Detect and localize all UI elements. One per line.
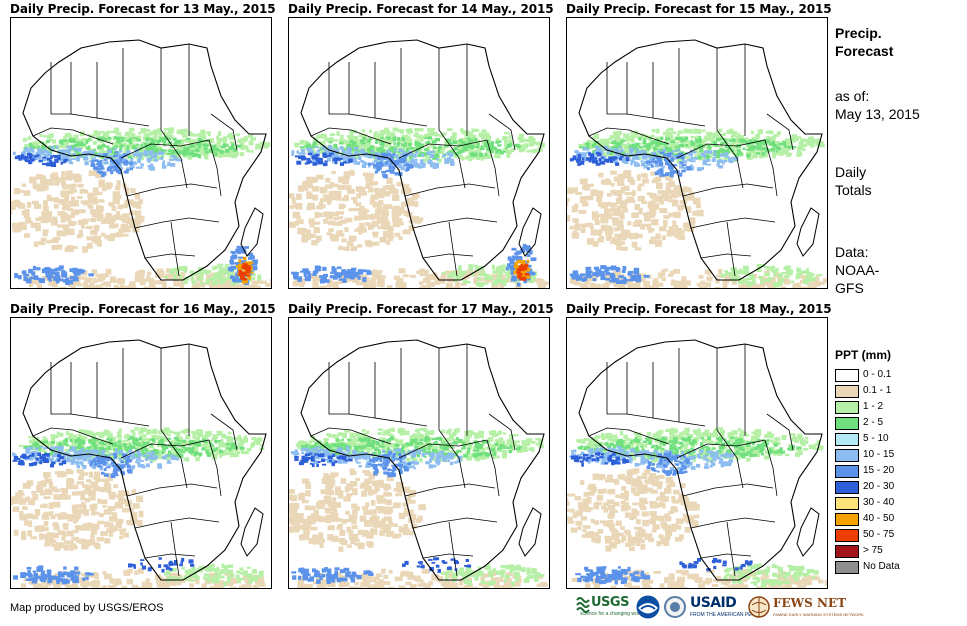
data-line3: GFS [835, 280, 864, 296]
precip-map [10, 17, 272, 289]
panel-title: Daily Precip. Forecast for 14 May., 2015 [288, 2, 554, 16]
precip-map [288, 317, 550, 589]
legend-label: 30 - 40 [863, 497, 895, 508]
sidebar-title: Precip. Forecast [835, 24, 893, 60]
legend-label: 15 - 20 [863, 465, 895, 476]
legend-label: 10 - 15 [863, 449, 895, 460]
precip-map [566, 317, 828, 589]
noaa-seal-icon [636, 595, 660, 619]
panel-title: Daily Precip. Forecast for 18 May., 2015 [566, 302, 832, 316]
sidebar-asof: as of: May 13, 2015 [835, 87, 920, 123]
legend-swatch [835, 385, 859, 398]
legend-swatch [835, 529, 859, 542]
asof-date: May 13, 2015 [835, 106, 920, 122]
sidebar-title-line2: Forecast [835, 43, 894, 59]
seal-icon [664, 596, 686, 618]
precip-map [288, 17, 550, 289]
sidebar-data-source: Data: NOAA- GFS [835, 243, 879, 297]
panel-title: Daily Precip. Forecast for 17 May., 2015 [288, 302, 554, 316]
legend-swatch [835, 545, 859, 558]
legend-swatch [835, 449, 859, 462]
legend-label: 50 - 75 [863, 529, 895, 540]
usaid-logo: USAID FROM THE AMERICAN PEOPLE [690, 592, 765, 622]
legend-label: > 75 [863, 545, 883, 556]
legend-swatch [835, 417, 859, 430]
fewsnet-globe-icon [748, 596, 770, 618]
legend-label: 40 - 50 [863, 513, 895, 524]
panel-title: Daily Precip. Forecast for 16 May., 2015 [10, 302, 276, 316]
fewsnet-logo: FEWS NET FAMINE EARLY WARNING SYSTEMS NE… [748, 592, 864, 622]
data-line1: Data: [835, 244, 869, 260]
legend-swatch [835, 561, 859, 574]
usgs-wave-icon [576, 597, 590, 613]
legend-label: 0.1 - 1 [863, 385, 892, 396]
noaa-logo [636, 592, 660, 622]
sidebar-totals: Daily Totals [835, 163, 872, 199]
usgs-text: USGS [591, 595, 629, 610]
partner-logos: USGS science for a changing world USAID … [576, 592, 864, 622]
fewsnet-tagline: FAMINE EARLY WARNING SYSTEMS NETWORK [773, 612, 864, 617]
precip-map [566, 17, 828, 289]
map-credit: Map produced by USGS/EROS [10, 602, 164, 614]
legend-label: 20 - 30 [863, 481, 895, 492]
fewsnet-text: FEWS NET [773, 596, 847, 610]
panel-title: Daily Precip. Forecast for 15 May., 2015 [566, 2, 832, 16]
precip-map [10, 317, 272, 589]
usaid-text: USAID [690, 595, 737, 611]
legend-label: 5 - 10 [863, 433, 889, 444]
legend-label: 0 - 0.1 [863, 369, 892, 380]
legend-swatch [835, 369, 859, 382]
usaid-tagline: FROM THE AMERICAN PEOPLE [690, 612, 765, 618]
legend-label: 2 - 5 [863, 417, 884, 428]
legend-swatch [835, 481, 859, 494]
usgs-tagline: science for a changing world [580, 611, 644, 617]
legend-swatch [835, 513, 859, 526]
legend-swatch [835, 433, 859, 446]
legend-label: No Data [863, 561, 900, 572]
legend-title: PPT (mm) [835, 348, 892, 362]
asof-label: as of: [835, 88, 870, 104]
totals-line1: Daily [835, 164, 867, 180]
panel-title: Daily Precip. Forecast for 13 May., 2015 [10, 2, 276, 16]
legend-swatch [835, 497, 859, 510]
legend-swatch [835, 465, 859, 478]
usgs-logo: USGS science for a changing world [576, 592, 643, 622]
legend-swatch [835, 401, 859, 414]
legend-label: 1 - 2 [863, 401, 884, 412]
data-line2: NOAA- [835, 262, 880, 278]
government-seal-logo [664, 592, 686, 622]
totals-line2: Totals [835, 182, 872, 198]
sidebar-title-line1: Precip. [835, 25, 882, 41]
